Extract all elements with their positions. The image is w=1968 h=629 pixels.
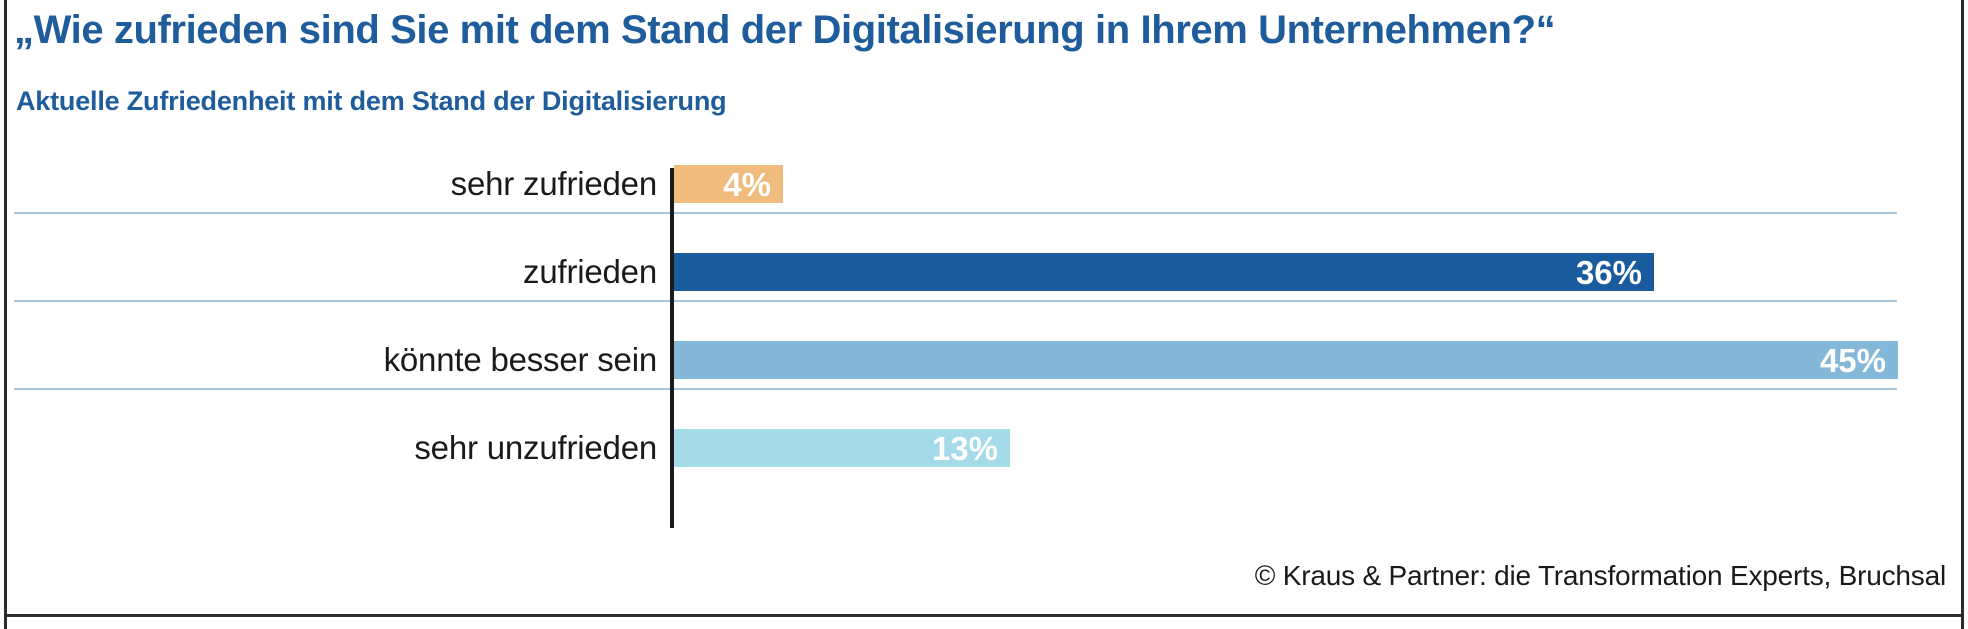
page-title: „Wie zufrieden sind Sie mit dem Stand de… bbox=[14, 8, 1556, 52]
bar-row-sehr-zufrieden: sehr zufrieden 4% bbox=[0, 140, 1968, 228]
category-label-sehr-zufrieden: sehr zufrieden bbox=[450, 165, 658, 202]
gridline bbox=[14, 300, 1897, 302]
bar-value-koennte-besser-sein: 45% bbox=[1819, 341, 1886, 379]
bar-value-sehr-zufrieden: 4% bbox=[723, 165, 771, 203]
chart-plot-area: sehr zufrieden 4% zufrieden 36% könnte b… bbox=[0, 140, 1968, 540]
bar-zufrieden: 36% bbox=[674, 253, 1654, 291]
bar-value-sehr-unzufrieden: 13% bbox=[931, 429, 998, 467]
slide-border-left bbox=[4, 0, 7, 629]
copyright-footer: © Kraus & Partner: die Transformation Ex… bbox=[1254, 560, 1946, 591]
bar-row-koennte-besser-sein: könnte besser sein 45% bbox=[0, 316, 1968, 404]
bar-sehr-unzufrieden: 13% bbox=[674, 429, 1010, 467]
gridline bbox=[14, 388, 1897, 390]
bar-koennte-besser-sein: 45% bbox=[674, 341, 1898, 379]
category-label-zufrieden: zufrieden bbox=[523, 253, 657, 290]
gridline bbox=[14, 212, 1897, 214]
bar-row-sehr-unzufrieden: sehr unzufrieden 13% bbox=[0, 404, 1968, 492]
bar-sehr-zufrieden: 4% bbox=[674, 165, 783, 203]
chart-subtitle: Aktuelle Zufriedenheit mit dem Stand der… bbox=[16, 86, 727, 116]
bar-row-zufrieden: zufrieden 36% bbox=[0, 228, 1968, 316]
slide-border-bottom bbox=[4, 614, 1964, 617]
bar-value-zufrieden: 36% bbox=[1575, 253, 1642, 291]
category-label-koennte-besser-sein: könnte besser sein bbox=[383, 341, 658, 378]
slide-border-right bbox=[1961, 0, 1964, 629]
category-label-sehr-unzufrieden: sehr unzufrieden bbox=[414, 429, 657, 466]
value-axis-line bbox=[670, 168, 674, 528]
